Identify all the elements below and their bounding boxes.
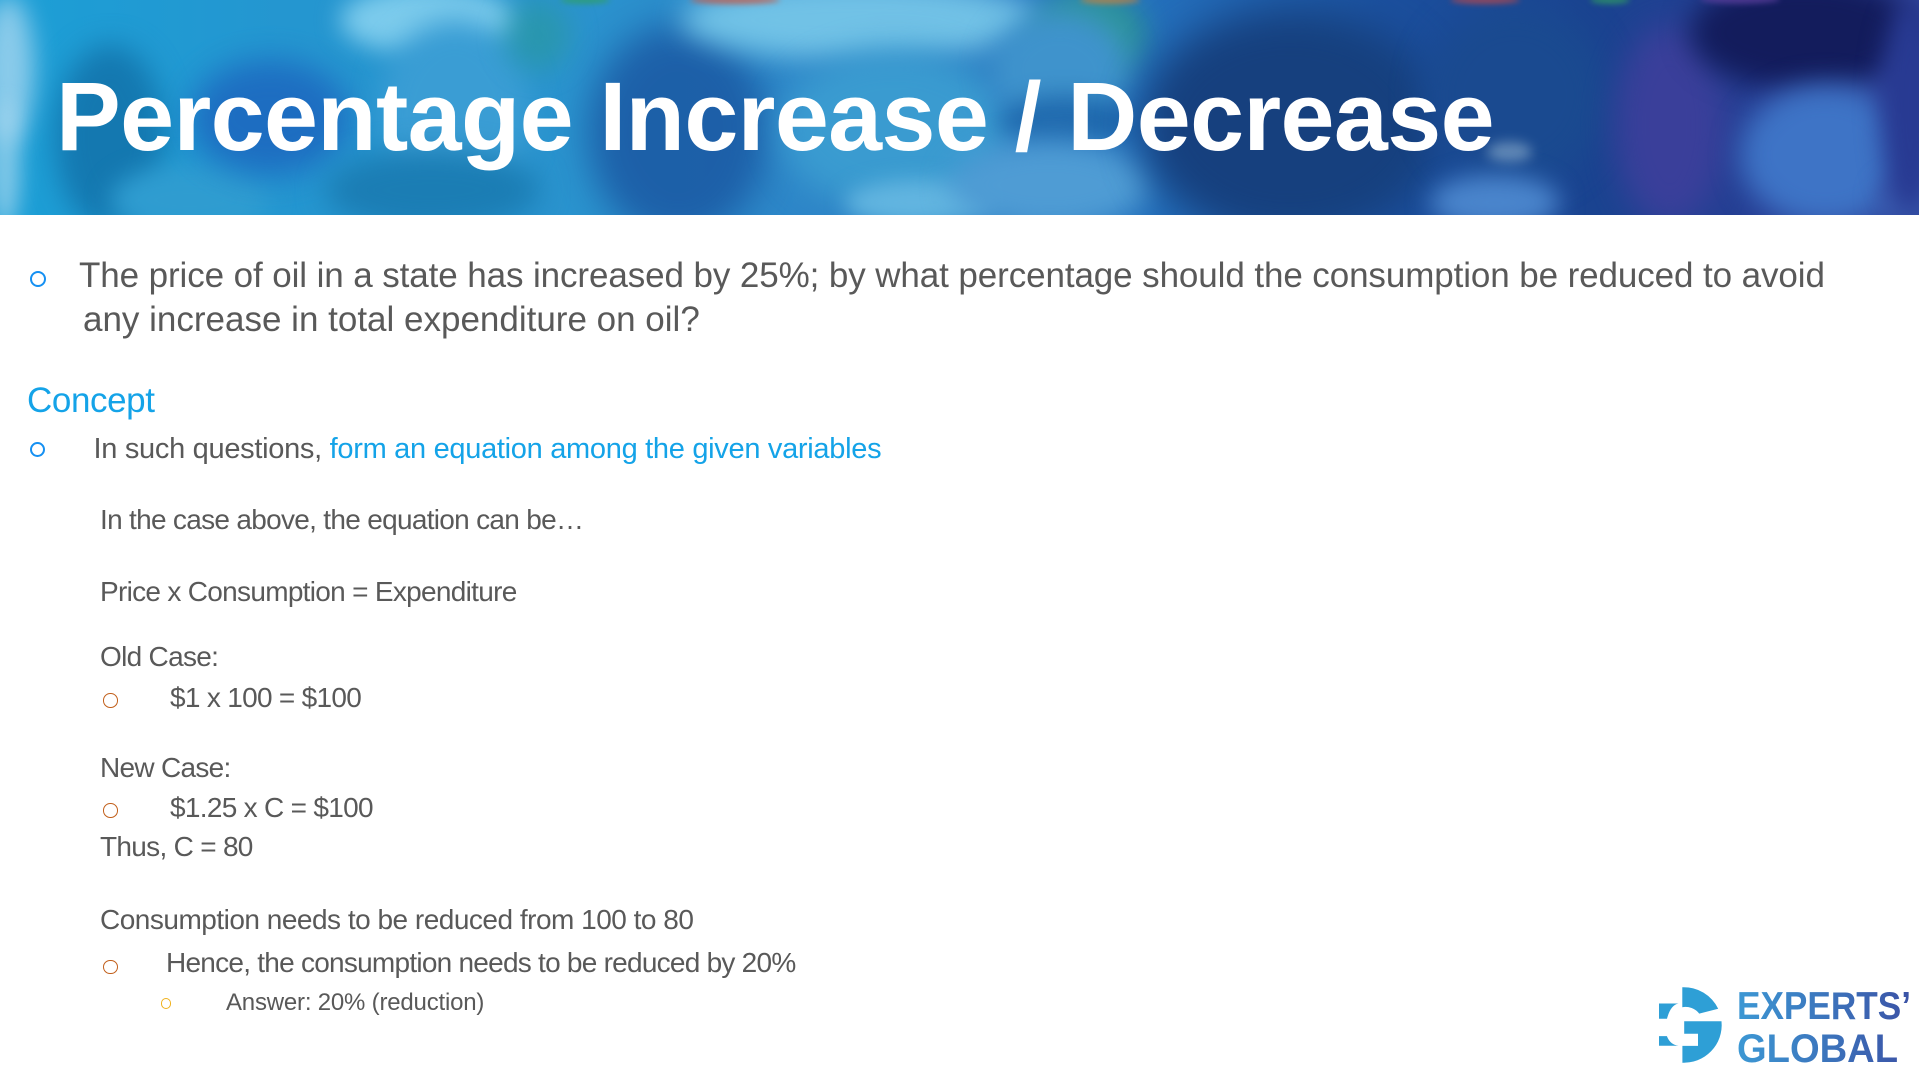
svg-text:GLOBAL: GLOBAL (1737, 1027, 1898, 1071)
svg-text:EXPERTS’: EXPERTS’ (1737, 985, 1911, 1028)
